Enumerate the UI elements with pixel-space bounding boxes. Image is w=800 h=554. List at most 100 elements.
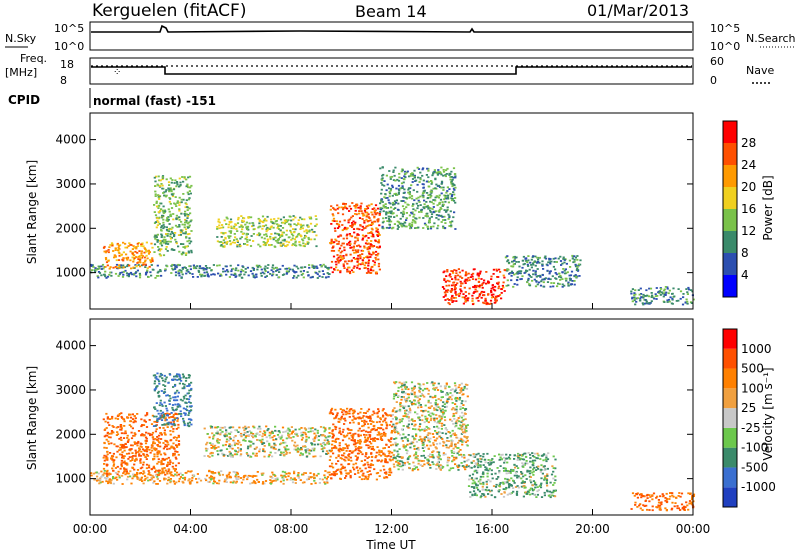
power-echo-cell xyxy=(273,245,276,248)
velocity-echo-cell xyxy=(225,478,228,481)
power-echo-cell xyxy=(547,277,550,280)
power-echo-cell xyxy=(183,223,186,226)
velocity-echo-cell xyxy=(96,475,99,478)
power-echo-cell xyxy=(373,207,376,210)
velocity-echo-cell xyxy=(384,412,387,414)
power-echo-cell xyxy=(404,225,407,228)
velocity-echo-cell xyxy=(311,447,314,450)
velocity-echo-cell xyxy=(146,447,149,450)
power-echo-cell xyxy=(156,217,159,219)
velocity-echo-cell xyxy=(340,417,343,419)
power-echo-cell xyxy=(516,276,519,279)
power-echo-cell xyxy=(446,167,449,170)
power-echo-cell xyxy=(375,246,379,248)
power-echo-cell xyxy=(381,184,384,186)
power-echo-cell xyxy=(186,225,189,228)
velocity-echo-cell xyxy=(223,435,227,438)
power-echo-cell xyxy=(384,193,387,195)
power-echo-cell xyxy=(415,227,418,229)
power-echo-cell xyxy=(157,204,160,207)
velocity-echo-cell xyxy=(440,427,443,430)
power-echo-cell xyxy=(187,250,190,253)
velocity-echo-cell xyxy=(368,470,371,472)
velocity-echo-cell xyxy=(172,378,175,381)
velocity-echo-cell xyxy=(171,406,174,409)
power-echo-cell xyxy=(184,245,187,248)
velocity-echo-cell xyxy=(337,460,340,462)
velocity-echo-cell xyxy=(306,478,309,481)
power-echo-cell xyxy=(360,202,363,205)
velocity-echo-cell xyxy=(234,435,237,437)
power-echo-cell xyxy=(104,251,107,254)
nsky-trace xyxy=(91,24,692,33)
power-echo-cell xyxy=(441,205,444,207)
power-echo-cell xyxy=(444,194,447,197)
velocity-echo-cell xyxy=(120,453,123,456)
power-echo-cell xyxy=(169,240,172,243)
velocity-echo-cell xyxy=(410,441,413,443)
velocity-echo-cell xyxy=(273,474,276,476)
power-ylabel: Slant Range [km] xyxy=(25,160,39,264)
power-echo-cell xyxy=(419,195,422,198)
power-echo-cell xyxy=(439,171,442,173)
velocity-echo-cell xyxy=(304,431,307,434)
velocity-echo-cell xyxy=(160,438,163,440)
power-echo-cell xyxy=(493,301,496,304)
power-echo-cell xyxy=(271,274,274,277)
power-echo-cell xyxy=(368,232,372,234)
velocity-echo-cell xyxy=(337,454,340,457)
power-echo-cell xyxy=(263,233,266,236)
power-echo-cell xyxy=(359,224,362,227)
power-echo-cell xyxy=(292,234,295,237)
power-echo-cell xyxy=(382,210,385,213)
velocity-echo-cell xyxy=(384,461,387,464)
power-echo-cell xyxy=(442,225,445,228)
velocity-echo-cell xyxy=(432,444,435,446)
power-echo-cell xyxy=(151,259,154,261)
power-echo-cell xyxy=(414,220,417,223)
power-echo-cell xyxy=(521,275,524,278)
velocity-echo-cell xyxy=(118,453,122,456)
power-echo-cell xyxy=(381,179,384,182)
power-echo-cell xyxy=(359,205,362,208)
velocity-echo-cell xyxy=(403,446,406,449)
power-echo-cell xyxy=(425,180,428,183)
velocity-echo-cell xyxy=(159,415,162,417)
power-echo-cell xyxy=(186,240,189,243)
velocity-echo-cell xyxy=(249,445,252,448)
power-echo-cell xyxy=(569,274,573,277)
power-echo-cell xyxy=(686,302,689,305)
power-echo-cell xyxy=(166,235,169,237)
velocity-echo-cell xyxy=(208,476,211,479)
power-echo-cell xyxy=(252,222,255,225)
power-echo-cell xyxy=(269,226,272,229)
power-echo-cell xyxy=(369,245,372,248)
velocity-echo-cell xyxy=(401,384,404,387)
power-echo-cell xyxy=(167,243,170,245)
power-echo-cell xyxy=(480,278,483,280)
power-echo-cell xyxy=(318,270,321,273)
velocity-echo-cell xyxy=(156,419,159,422)
velocity-echo-cell xyxy=(364,476,367,479)
power-echo-cell xyxy=(559,279,562,281)
velocity-echo-cell xyxy=(165,394,168,397)
power-echo-cell xyxy=(500,288,503,290)
power-echo-cell xyxy=(313,265,317,268)
velocity-echo-cell xyxy=(400,396,403,398)
velocity-echo-cell xyxy=(246,478,249,481)
power-echo-cell xyxy=(160,226,163,229)
power-echo-cell xyxy=(180,229,183,232)
power-echo-cell xyxy=(512,263,515,266)
velocity-echo-cell xyxy=(367,426,370,429)
power-echo-cell xyxy=(421,194,424,197)
power-echo-cell xyxy=(359,263,362,266)
velocity-echo-cell xyxy=(121,451,124,454)
velocity-echo-cell xyxy=(225,481,228,483)
power-echo-cell xyxy=(452,281,455,284)
power-echo-cell xyxy=(349,225,352,227)
velocity-echo-cell xyxy=(157,472,160,474)
power-echo-cell xyxy=(293,238,296,241)
velocity-echo-cell xyxy=(165,418,168,421)
velocity-echo-cell xyxy=(384,433,387,435)
